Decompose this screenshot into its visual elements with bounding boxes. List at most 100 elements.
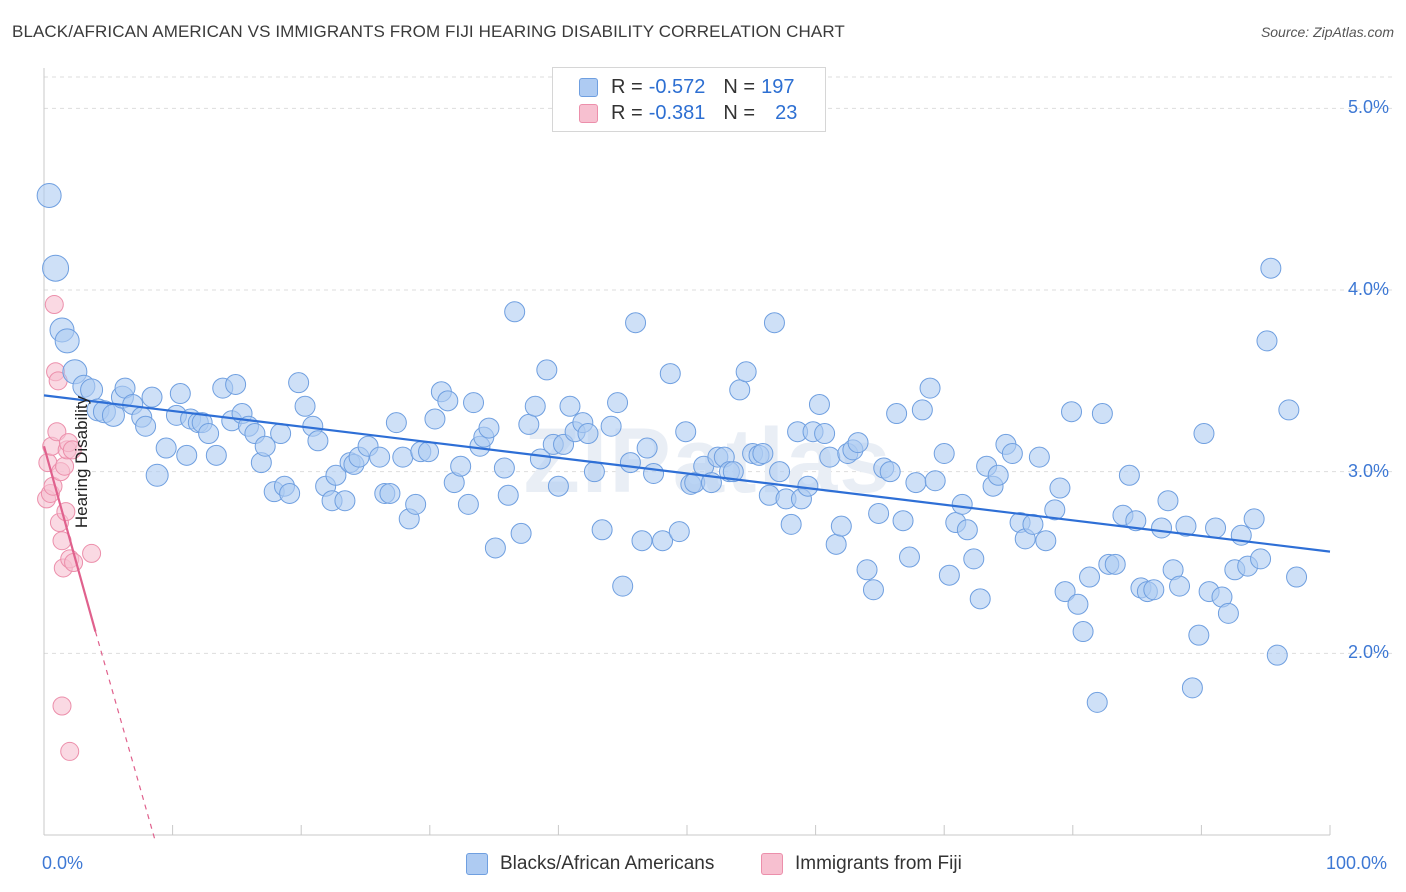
legend-n-label: N = [723,75,756,98]
black-point [643,462,665,484]
black-point [911,399,933,421]
legend-row-fiji: R = -0.381 N = 23 [579,101,797,125]
black-point [141,386,163,408]
black-point [577,423,599,445]
black-point [463,392,485,414]
black-point [1278,399,1300,421]
black-point [652,530,674,552]
black-point [591,519,613,541]
fiji-point [60,741,80,761]
black-point [1266,644,1288,666]
legend-r-value: -0.381 [648,101,706,124]
black-point [1118,464,1140,486]
trend-line-black [43,394,1331,553]
black-point [504,301,526,323]
bottom-legend-label-black: Blacks/African Americans [500,853,715,874]
black-point [198,423,220,445]
black-point [529,448,551,470]
black-point [956,519,978,541]
black-point [334,490,356,512]
black-point [668,521,690,543]
black-point [424,408,446,430]
black-point [722,461,744,483]
black-point [729,379,751,401]
black-point [510,522,532,544]
fiji-point [62,440,82,460]
legend-n-value: 197 [761,75,795,98]
black-point [1260,257,1282,279]
black-point [1193,423,1215,445]
black-point [625,312,647,334]
black-point [155,437,177,459]
black-point [769,461,791,483]
black-point [1035,530,1057,552]
trend-line-fiji [42,445,97,632]
legend-r-value: -0.572 [648,75,706,98]
black-point [270,423,292,445]
black-point [631,530,653,552]
bottom-legend-black: Blacks/African Americans [466,852,714,876]
black-point [288,372,310,394]
black-point [54,328,80,354]
bottom-legend-fiji: Immigrants from Fiji [761,852,962,876]
y-tick-label: 2.0% [1348,642,1390,663]
bottom-legend-swatch-black [466,853,488,875]
black-point [478,417,500,439]
fiji-point [82,543,102,563]
black-point [307,430,329,452]
black-point [763,312,785,334]
y-tick-label: 4.0% [1348,279,1390,299]
black-point [1286,566,1308,588]
black-point [1086,691,1108,713]
trend-lines [42,394,1331,839]
black-point [868,502,890,524]
black-point [847,432,869,454]
black-point [969,588,991,610]
black-point [169,383,191,405]
black-point [518,413,540,435]
black-point [752,443,774,464]
black-point [808,393,830,415]
black-point [886,403,908,425]
black-point [879,461,901,483]
black-point [1143,579,1165,601]
black-point [369,446,391,468]
black-point [933,443,955,464]
fiji-point [44,295,64,315]
bottom-legend-swatch-fiji [761,853,783,875]
black-point [951,493,973,515]
black-point [1256,330,1278,352]
black-point [892,510,914,532]
black-point [1072,621,1094,643]
legend-swatch-black [579,77,598,97]
black-point [1243,508,1265,530]
black-point [547,475,569,497]
black-point [294,395,316,417]
black-point [385,412,407,434]
black-point [1079,566,1101,588]
black-point [636,437,658,459]
black-point [963,548,985,570]
black-point [524,395,546,417]
black-point [1044,499,1066,521]
y-tick-label: 3.0% [1348,460,1390,481]
black-point [1067,593,1089,615]
black-point [392,446,414,468]
black-point [1028,446,1050,468]
black-point [905,472,927,494]
black-point [612,575,634,597]
black-point [225,373,247,395]
black-point [898,546,920,568]
legend-n-value: 23 [775,101,798,124]
black-point [830,515,852,537]
legend-n-label: N = [723,101,756,124]
black-point [536,359,558,381]
black-point [36,183,62,209]
black-points [36,183,1308,713]
black-point [493,457,515,479]
black-point [450,455,472,477]
black-point [497,484,519,506]
black-point [1151,517,1173,539]
black-point [819,446,841,468]
black-point [1022,513,1044,535]
